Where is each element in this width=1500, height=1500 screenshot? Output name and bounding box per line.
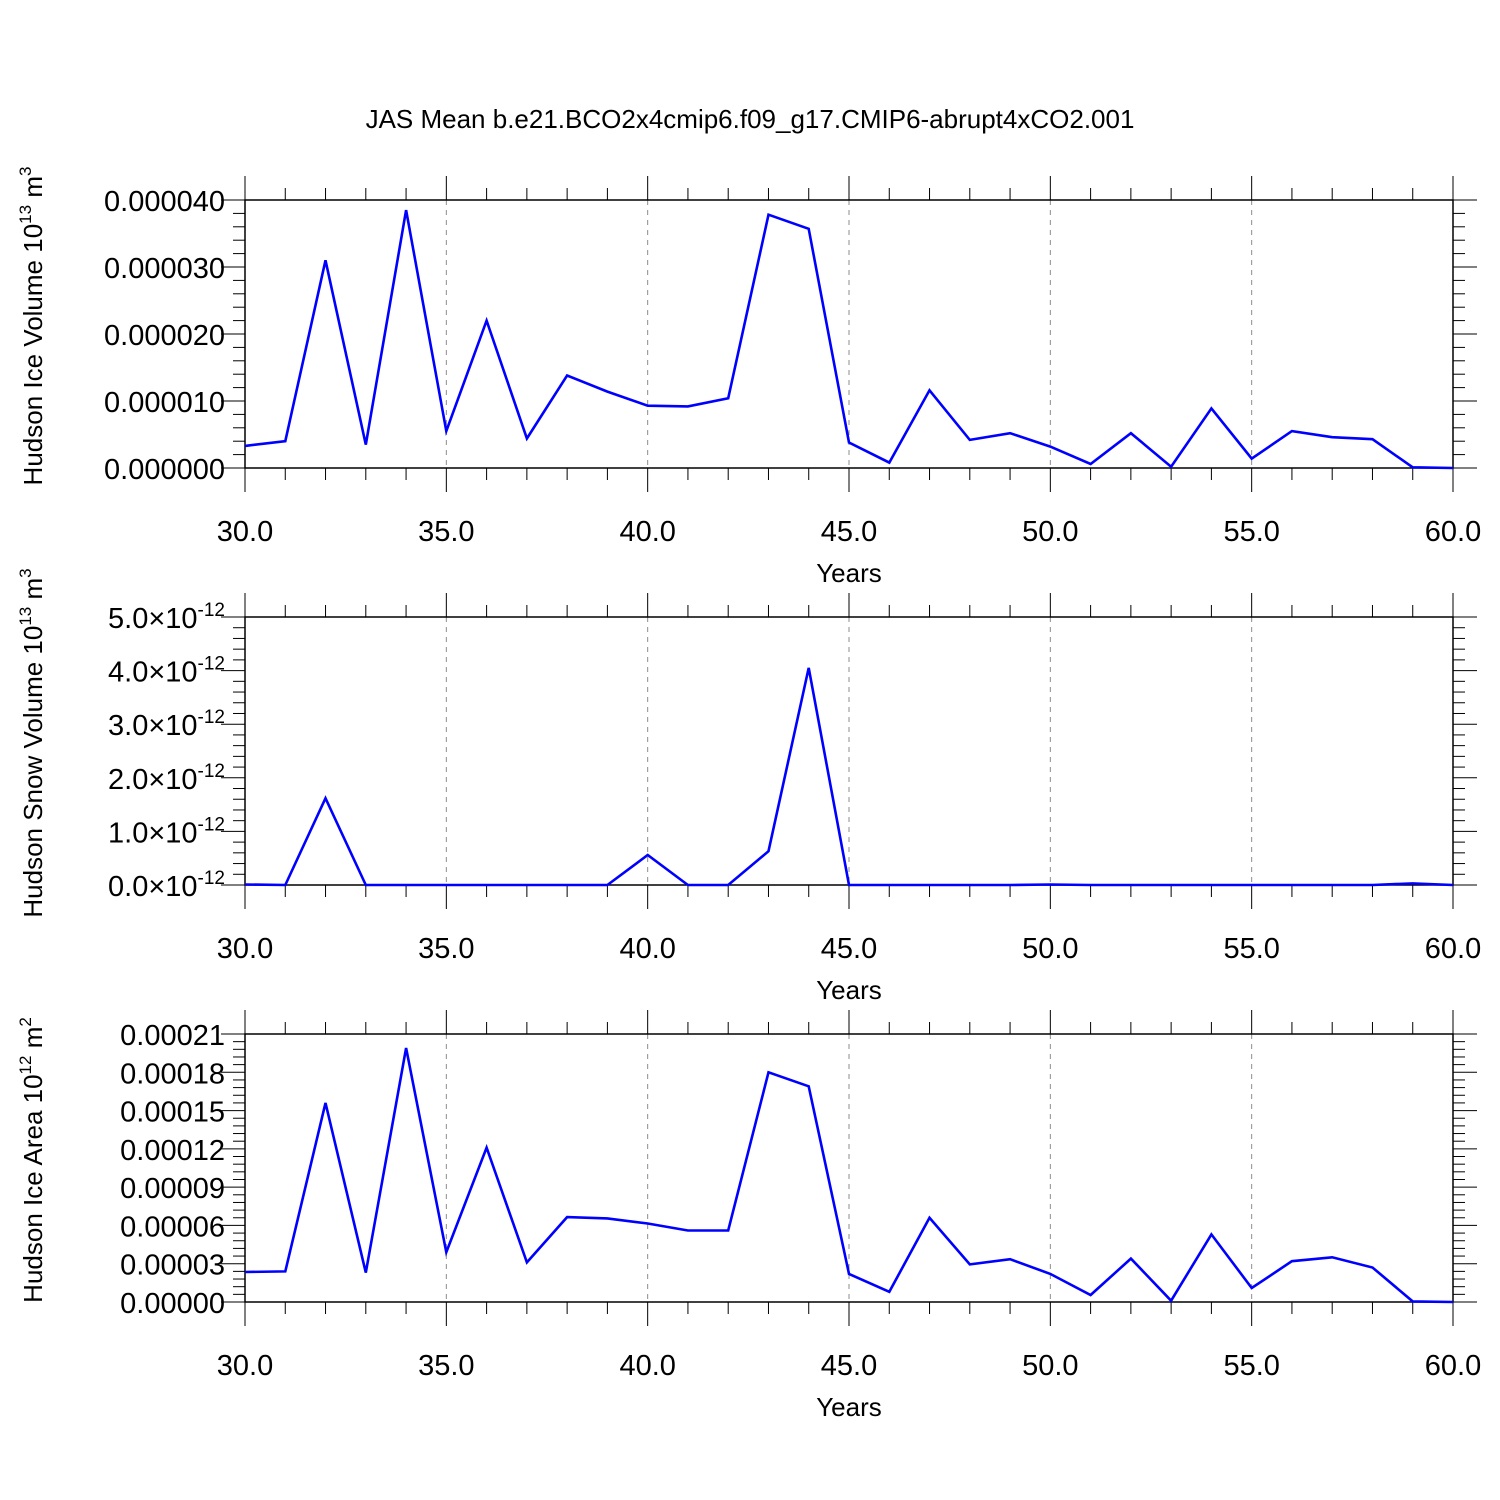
x-tick-label: 50.0	[1022, 933, 1078, 965]
y-tick-label: 0.00018	[120, 1058, 225, 1090]
x-tick-label: 50.0	[1022, 1350, 1078, 1382]
y-tick-label: 0.000010	[104, 387, 225, 419]
y-tick-label: 0.00003	[120, 1250, 225, 1282]
y-tick-label: 1.0×10-12	[108, 814, 225, 849]
y-axis-label: Hudson Ice Volume 1013 m3	[16, 167, 48, 486]
x-tick-label: 30.0	[217, 516, 273, 548]
series-line	[244, 667, 1454, 887]
series-line	[244, 1047, 1454, 1304]
x-tick-label: 45.0	[821, 1350, 877, 1382]
y-tick-label: 0.00012	[120, 1135, 225, 1167]
x-tick-label: 50.0	[1022, 516, 1078, 548]
x-tick-label: 35.0	[418, 516, 474, 548]
y-tick-label: 3.0×10-12	[108, 707, 225, 742]
y-tick-label: 0.000040	[104, 186, 225, 218]
x-tick-label: 55.0	[1223, 933, 1279, 965]
x-axis-label: Years	[816, 1392, 882, 1422]
x-tick-label: 60.0	[1425, 1350, 1481, 1382]
panel-2: 30.0 35.0 40.0 45.0 50.0 55.0 60.0 Years 0.0×10-…	[16, 568, 1481, 1005]
y-tick-label: 0.00000	[120, 1288, 225, 1320]
y-tick-label: 0.00015	[120, 1097, 225, 1129]
x-tick-label: 30.0	[217, 933, 273, 965]
x-tick-label: 45.0	[821, 933, 877, 965]
x-tick-label: 40.0	[619, 933, 675, 965]
y-axis-label: Hudson Ice Area 1012 m2	[16, 1017, 48, 1303]
x-tick-label: 55.0	[1223, 1350, 1279, 1382]
x-axis-label: Years	[816, 975, 882, 1005]
y-tick-label: 0.00021	[120, 1020, 225, 1052]
x-tick-label: 35.0	[418, 1350, 474, 1382]
chart-title: JAS Mean b.e21.BCO2x4cmip6.f09_g17.CMIP6…	[366, 104, 1135, 134]
y-tick-label: 4.0×10-12	[108, 654, 225, 689]
y-tick-label: 0.0×10-12	[108, 868, 225, 903]
y-tick-label: 2.0×10-12	[108, 761, 225, 796]
x-tick-label: 60.0	[1425, 933, 1481, 965]
y-axis-label: Hudson Snow Volume 1013 m3	[16, 568, 48, 917]
y-tick-label: 0.000020	[104, 320, 225, 352]
panel-1: 30.0 35.0 40.0 45.0 50.0 55.0 60.0 Years 0.00000…	[16, 167, 1481, 588]
x-tick-label: 45.0	[821, 516, 877, 548]
series-line	[244, 209, 1454, 470]
x-tick-label: 35.0	[418, 933, 474, 965]
panels: 30.0 35.0 40.0 45.0 50.0 55.0 60.0 Years 0.00000…	[16, 167, 1481, 1422]
y-tick-label: 0.000030	[104, 253, 225, 285]
panel-3: 30.0 35.0 40.0 45.0 50.0 55.0 60.0 Years 0.00000…	[16, 1010, 1481, 1422]
y-tick-label: 0.00009	[120, 1173, 225, 1205]
y-tick-label: 5.0×10-12	[108, 600, 225, 635]
x-tick-label: 40.0	[619, 1350, 675, 1382]
x-axis-label: Years	[816, 558, 882, 588]
x-tick-label: 30.0	[217, 1350, 273, 1382]
y-tick-label: 0.000000	[104, 454, 225, 486]
x-tick-label: 60.0	[1425, 516, 1481, 548]
x-tick-label: 55.0	[1223, 516, 1279, 548]
x-tick-label: 40.0	[619, 516, 675, 548]
y-tick-label: 0.00006	[120, 1211, 225, 1243]
